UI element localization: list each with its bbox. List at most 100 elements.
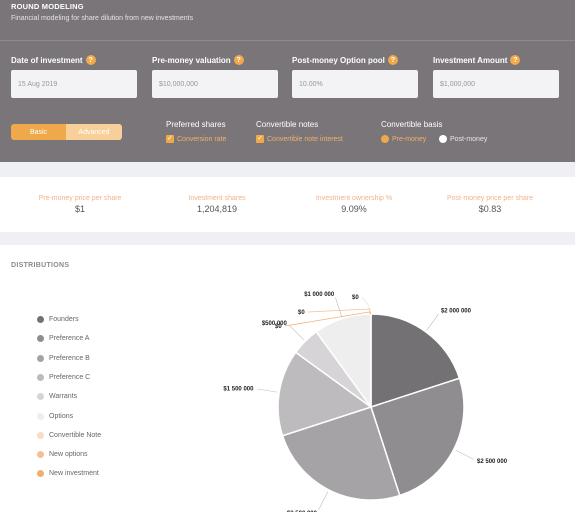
slice-label-leader: [284, 311, 372, 327]
round-modeling-panel: ROUND MODELING Financial modeling for sh…: [0, 0, 575, 162]
radio-unselected-icon[interactable]: [439, 135, 447, 143]
slice-label-leader: [318, 491, 329, 510]
stat-value: 1,204,819: [196, 204, 238, 214]
slice-value-label: $1 000 000: [304, 292, 335, 298]
investment-amount-label: Investment Amount?: [433, 55, 521, 65]
legend-label: Preference B: [49, 354, 90, 362]
legend-item[interactable]: Warrants: [37, 393, 78, 401]
pre-money-label: Pre-money valuation?: [152, 55, 244, 65]
legend-swatch: [37, 451, 44, 459]
summary-stats: Pre-money price per share $1 Investment …: [0, 177, 575, 232]
legend-item[interactable]: Preference C: [37, 373, 91, 381]
legend-label: Convertible Note: [49, 431, 102, 439]
stat-value: $0.83: [478, 204, 502, 214]
divider: [0, 40, 575, 41]
pre-money-radio[interactable]: Pre-money: [381, 135, 426, 143]
pie-slice[interactable]: [370, 377, 465, 497]
mode-toggle: Basic Advanced: [11, 124, 122, 140]
slice-value-label: $500 000: [262, 321, 288, 327]
pie-slice[interactable]: [370, 313, 461, 409]
legend-label: Preference A: [49, 335, 90, 343]
option-pool-label-text: Post-money Option pool: [292, 55, 385, 65]
help-icon[interactable]: ?: [510, 55, 521, 65]
legend-label: Warrants: [49, 393, 78, 401]
legend-swatch: [37, 373, 44, 381]
legend-item[interactable]: Convertible Note: [37, 431, 102, 439]
legend-swatch: [37, 316, 44, 323]
help-icon[interactable]: ?: [85, 55, 96, 65]
convertible-basis-title: Convertible basis: [381, 120, 443, 129]
legend-swatch: [37, 412, 44, 420]
legend-label: New investment: [49, 470, 99, 478]
conversion-rate-label: Conversion rate: [177, 135, 227, 143]
conversion-rate-option[interactable]: ✓ Conversion rate: [166, 135, 226, 143]
slice-label-leader: [289, 325, 305, 341]
slice-value-label: $0: [352, 295, 359, 301]
investment-amount-input[interactable]: [433, 70, 559, 98]
post-money-radio[interactable]: Post-money: [439, 135, 487, 143]
legend-label: New options: [49, 451, 88, 459]
slice-label-leader: [335, 297, 342, 317]
slice-label-leader: [455, 449, 474, 460]
slice-value-label: $0: [298, 310, 305, 316]
panel-title: ROUND MODELING: [11, 2, 84, 11]
option-pool-label: Post-money Option pool?: [292, 55, 398, 65]
option-pool-input[interactable]: [292, 70, 418, 98]
preferred-shares-title: Preferred shares: [166, 120, 226, 129]
legend-label: Preference C: [49, 373, 91, 381]
legend-item[interactable]: Options: [37, 412, 74, 420]
distributions-title: DISTRIBUTIONS: [11, 262, 70, 269]
legend-item[interactable]: Preference B: [37, 354, 90, 362]
stat-value: 9.09%: [341, 204, 367, 214]
convertible-note-interest-option[interactable]: ✓ Convertible note interest: [256, 135, 343, 143]
date-label: Date of investment?: [11, 55, 96, 65]
slice-label-leader: [307, 308, 372, 315]
pie-slice[interactable]: [281, 406, 401, 501]
slice-label-leader: [257, 388, 278, 393]
distribution-pie-chart: $2 000 000$2 500 000$2 500 000$1 500 000…: [223, 292, 508, 512]
pre-money-input[interactable]: [152, 70, 278, 98]
legend-swatch: [37, 354, 44, 362]
date-input[interactable]: [11, 70, 137, 98]
stat-post-money-price: Post-money price per share $0.83: [425, 195, 555, 214]
checkbox-icon[interactable]: ✓: [166, 135, 174, 143]
slice-value-label: $2 500 000: [477, 459, 508, 465]
investment-amount-label-text: Investment Amount: [433, 55, 508, 65]
legend-item[interactable]: Preference A: [37, 335, 90, 343]
slice-value-label: $0: [275, 324, 282, 330]
legend-label: Founders: [49, 316, 79, 323]
help-icon[interactable]: ?: [233, 55, 244, 65]
panel-subtitle: Financial modeling for share dilution fr…: [11, 15, 194, 22]
convertible-note-interest-label: Convertible note interest: [267, 135, 343, 143]
legend-swatch: [37, 335, 44, 343]
stat-value: $1: [74, 204, 85, 214]
checkbox-icon[interactable]: ✓: [256, 135, 264, 143]
legend-item[interactable]: New options: [37, 451, 88, 459]
stat-investment-ownership: Investment ownership % 9.09%: [289, 195, 419, 214]
legend-item[interactable]: New investment: [37, 470, 99, 478]
help-icon[interactable]: ?: [387, 55, 398, 65]
stat-label: Pre-money price per share: [38, 195, 122, 202]
legend-swatch: [37, 470, 44, 478]
stat-investment-shares: Investment shares 1,204,819: [152, 195, 282, 214]
convertible-notes-title: Convertible notes: [256, 120, 319, 129]
basic-toggle-button[interactable]: Basic: [11, 124, 66, 140]
stat-label: Investment ownership %: [315, 195, 393, 202]
pre-money-radio-label: Pre-money: [392, 135, 427, 143]
pie-slice[interactable]: [277, 351, 373, 437]
slice-label-leader: [361, 296, 372, 315]
legend-swatch: [37, 431, 44, 439]
legend-item[interactable]: Founders: [37, 316, 79, 323]
legend-swatch: [37, 393, 44, 401]
slice-value-label: $1 500 000: [223, 386, 254, 392]
slice-label-leader: [426, 313, 439, 331]
post-money-radio-label: Post-money: [450, 135, 488, 143]
distributions-panel: DISTRIBUTIONS Founders Preference A Prefer…: [0, 245, 575, 512]
advanced-toggle-button[interactable]: Advanced: [66, 124, 122, 140]
radio-selected-icon[interactable]: [381, 135, 389, 143]
pre-money-label-text: Pre-money valuation: [152, 55, 231, 65]
slice-value-label: $2 000 000: [441, 309, 472, 315]
stat-pre-money-price: Pre-money price per share $1: [15, 195, 145, 214]
stat-label: Post-money price per share: [447, 195, 533, 202]
legend-label: Options: [49, 412, 74, 420]
